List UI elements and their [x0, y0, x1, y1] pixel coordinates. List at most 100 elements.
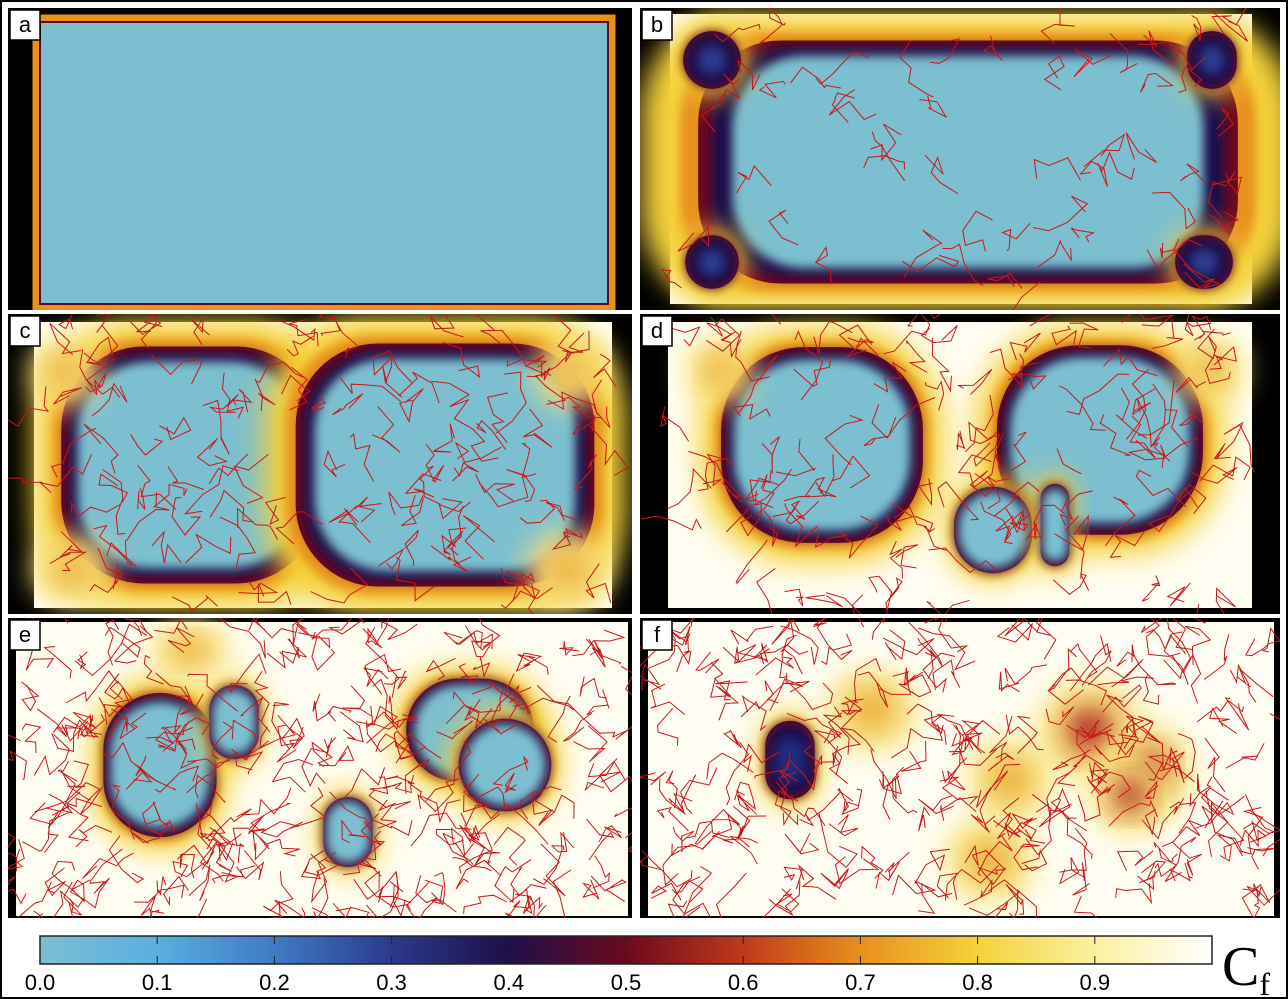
- crack: [1142, 674, 1160, 705]
- crack: [1211, 801, 1244, 857]
- crack: [1160, 437, 1199, 468]
- crack: [756, 474, 775, 515]
- crack: [889, 540, 903, 579]
- crack: [1196, 603, 1200, 614]
- crack: [281, 717, 305, 743]
- crack: [8, 833, 18, 872]
- crack: [310, 567, 369, 604]
- crack: [1175, 376, 1206, 393]
- crack: [552, 314, 574, 354]
- crack: [289, 366, 308, 411]
- crack: [525, 895, 543, 915]
- crack: [749, 470, 774, 509]
- crack: [378, 548, 405, 570]
- crack: [311, 618, 365, 641]
- crack: [297, 623, 331, 649]
- crack: [197, 808, 242, 847]
- crack: [853, 657, 882, 703]
- crack: [815, 51, 870, 85]
- crack: [572, 415, 596, 436]
- crack: [820, 633, 853, 665]
- crack: [677, 225, 710, 252]
- crack: [1144, 780, 1159, 799]
- crack: [887, 503, 914, 531]
- crack: [1117, 717, 1137, 755]
- crack: [480, 803, 549, 845]
- crack: [1213, 423, 1243, 460]
- crack: [1161, 819, 1202, 848]
- crack: [985, 902, 1009, 918]
- crack: [1216, 834, 1243, 862]
- crack: [592, 353, 617, 388]
- crack: [155, 672, 194, 705]
- crack: [582, 879, 600, 900]
- crack: [929, 38, 961, 64]
- crack: [233, 454, 269, 504]
- crack: [772, 501, 804, 525]
- crack: [1179, 163, 1207, 184]
- crack: [1025, 521, 1042, 541]
- crack: [541, 362, 552, 381]
- crack: [952, 720, 981, 747]
- crack: [585, 563, 612, 604]
- crack: [151, 354, 203, 385]
- crack: [187, 673, 239, 712]
- crack: [430, 380, 470, 420]
- crack: [43, 646, 72, 679]
- core: [699, 249, 725, 275]
- crack: [863, 155, 905, 170]
- crack: [1140, 314, 1175, 327]
- crack: [700, 89, 727, 133]
- crack: [171, 594, 218, 612]
- crack: [343, 860, 377, 876]
- crack: [102, 469, 126, 535]
- crack: [365, 627, 400, 685]
- panel: f: [640, 618, 1280, 918]
- crack: [918, 627, 976, 671]
- crack: [162, 717, 211, 752]
- crack: [1169, 862, 1193, 882]
- crack: [1106, 694, 1135, 749]
- core: [733, 359, 911, 531]
- crack: [300, 853, 327, 880]
- crack: [784, 503, 819, 547]
- hot-spot: [970, 842, 1010, 878]
- hot-spot: [852, 692, 892, 728]
- crack: [388, 491, 424, 516]
- crack: [202, 399, 230, 455]
- crack: [130, 314, 163, 336]
- crack: [372, 819, 413, 836]
- crack: [903, 229, 943, 278]
- crack: [265, 497, 286, 525]
- crack: [1123, 715, 1154, 743]
- crack: [419, 465, 441, 505]
- crack: [342, 767, 386, 800]
- label-box: [641, 315, 673, 347]
- crack: [142, 801, 162, 836]
- crack: [741, 694, 767, 732]
- crack: [1148, 488, 1194, 533]
- crack: [341, 819, 366, 844]
- crack: [286, 335, 314, 357]
- crack: [241, 787, 292, 816]
- core: [958, 492, 1028, 568]
- crack: [1069, 642, 1112, 692]
- crack: [694, 808, 744, 845]
- crack: [968, 879, 1020, 916]
- specimen-edge: [39, 21, 609, 305]
- crack: [804, 476, 826, 498]
- crack: [1088, 658, 1144, 688]
- crack: [1224, 697, 1250, 731]
- crack: [592, 855, 610, 889]
- crack: [8, 750, 27, 780]
- crack: [242, 740, 270, 775]
- crack: [372, 678, 399, 731]
- crack: [329, 791, 373, 832]
- crack: [360, 813, 382, 877]
- crack: [698, 457, 734, 492]
- crack: [304, 849, 340, 876]
- crack: [814, 529, 848, 548]
- crack: [775, 438, 817, 477]
- crack: [176, 827, 231, 865]
- crack: [776, 888, 800, 913]
